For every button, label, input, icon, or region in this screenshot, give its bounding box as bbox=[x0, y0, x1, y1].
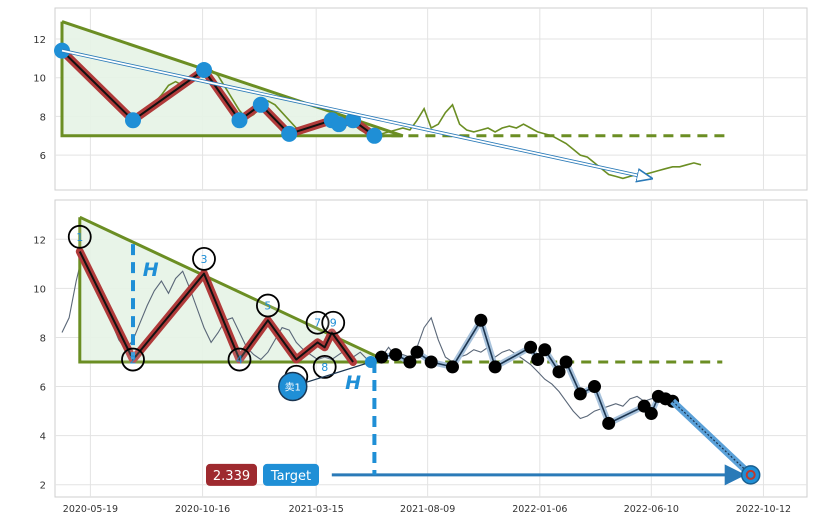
forecast-point bbox=[552, 365, 566, 379]
y-tick-label: 12 bbox=[33, 235, 46, 246]
triangle-outline bbox=[60, 20, 404, 138]
target-marker-inner bbox=[745, 469, 756, 480]
height-label: H bbox=[143, 259, 159, 281]
pivot-marker bbox=[252, 96, 269, 113]
pivot-marker bbox=[196, 61, 212, 78]
y-tick-label: 4 bbox=[40, 432, 46, 443]
pivot-marker bbox=[330, 116, 347, 133]
triangle-outline bbox=[78, 215, 390, 364]
y-tick-label: 8 bbox=[40, 112, 46, 123]
forecast-point bbox=[538, 343, 552, 357]
price-line bbox=[61, 249, 659, 420]
wave-label-circle bbox=[321, 310, 346, 335]
wave-label: 8 bbox=[321, 361, 328, 374]
x-tick-label: 2022-06-10 bbox=[624, 504, 679, 515]
forecast-point bbox=[474, 313, 488, 327]
x-tick-label: 2022-10-12 bbox=[736, 504, 791, 515]
y-tick-label: 6 bbox=[40, 383, 46, 394]
forecast-point bbox=[531, 353, 545, 367]
x-tick-label: 2022-01-06 bbox=[512, 504, 567, 515]
pivot-marker bbox=[125, 112, 141, 129]
forecast-point bbox=[389, 348, 403, 362]
target-value: 2.339 bbox=[213, 469, 250, 484]
wave-label-circle bbox=[67, 224, 92, 249]
height-label: H bbox=[345, 372, 361, 394]
wave-label: 9 bbox=[330, 317, 337, 330]
forecast-point bbox=[424, 355, 438, 369]
forecast-point bbox=[559, 355, 573, 369]
wave-label: 1 bbox=[76, 231, 83, 244]
wave-label-circle bbox=[121, 347, 145, 372]
forecast-point bbox=[410, 345, 424, 359]
y-tick-label: 8 bbox=[40, 333, 46, 344]
forecast-point bbox=[375, 350, 388, 364]
y-tick-label: 2 bbox=[40, 481, 46, 492]
wave-label-circle bbox=[227, 347, 252, 372]
forecast-point bbox=[602, 416, 616, 430]
wave-label-circle bbox=[255, 293, 280, 318]
wave-label: 3 bbox=[201, 253, 208, 266]
forecast-point bbox=[446, 360, 459, 374]
forecast-point bbox=[524, 340, 538, 354]
forecast-point bbox=[403, 355, 417, 369]
wave-label-circle bbox=[192, 247, 216, 271]
pivot-marker bbox=[281, 125, 298, 142]
forecast-point bbox=[573, 387, 587, 401]
x-tick-label: 2020-10-16 bbox=[175, 504, 230, 515]
wave-label: 5 bbox=[264, 300, 271, 313]
pivot-marker bbox=[366, 127, 383, 144]
forecast-point bbox=[488, 360, 502, 374]
target-label: Target bbox=[270, 469, 311, 484]
target-label-badge bbox=[263, 463, 319, 486]
top-panel: 6 8 10 12 bbox=[33, 7, 808, 191]
wave-label: 7 bbox=[314, 317, 321, 330]
wave-label: 2 bbox=[130, 354, 137, 367]
wave-label: 4 bbox=[236, 354, 243, 367]
y-tick-label: 10 bbox=[33, 284, 46, 295]
forecast-point bbox=[644, 407, 658, 421]
x-tick-label: 2021-03-15 bbox=[289, 504, 344, 515]
zigzag-inner bbox=[78, 251, 354, 363]
sell-label: 卖1 bbox=[285, 382, 301, 394]
pivot-marker bbox=[231, 112, 248, 129]
target-value-badge bbox=[206, 463, 257, 486]
x-tick-label: 2020-05-19 bbox=[63, 504, 118, 515]
sell-marker bbox=[278, 371, 308, 402]
x-tick-label: 2021-08-09 bbox=[400, 504, 455, 515]
y-tick-label: 6 bbox=[40, 151, 46, 162]
forecast-point bbox=[588, 380, 601, 394]
sell-point bbox=[364, 356, 377, 368]
trend-arrow bbox=[61, 49, 651, 179]
wave-label-circle bbox=[312, 355, 337, 379]
y-tick-label: 10 bbox=[33, 74, 46, 85]
y-tick-label: 12 bbox=[33, 35, 46, 46]
target-marker bbox=[740, 465, 761, 485]
forecast-arrow bbox=[672, 400, 752, 476]
